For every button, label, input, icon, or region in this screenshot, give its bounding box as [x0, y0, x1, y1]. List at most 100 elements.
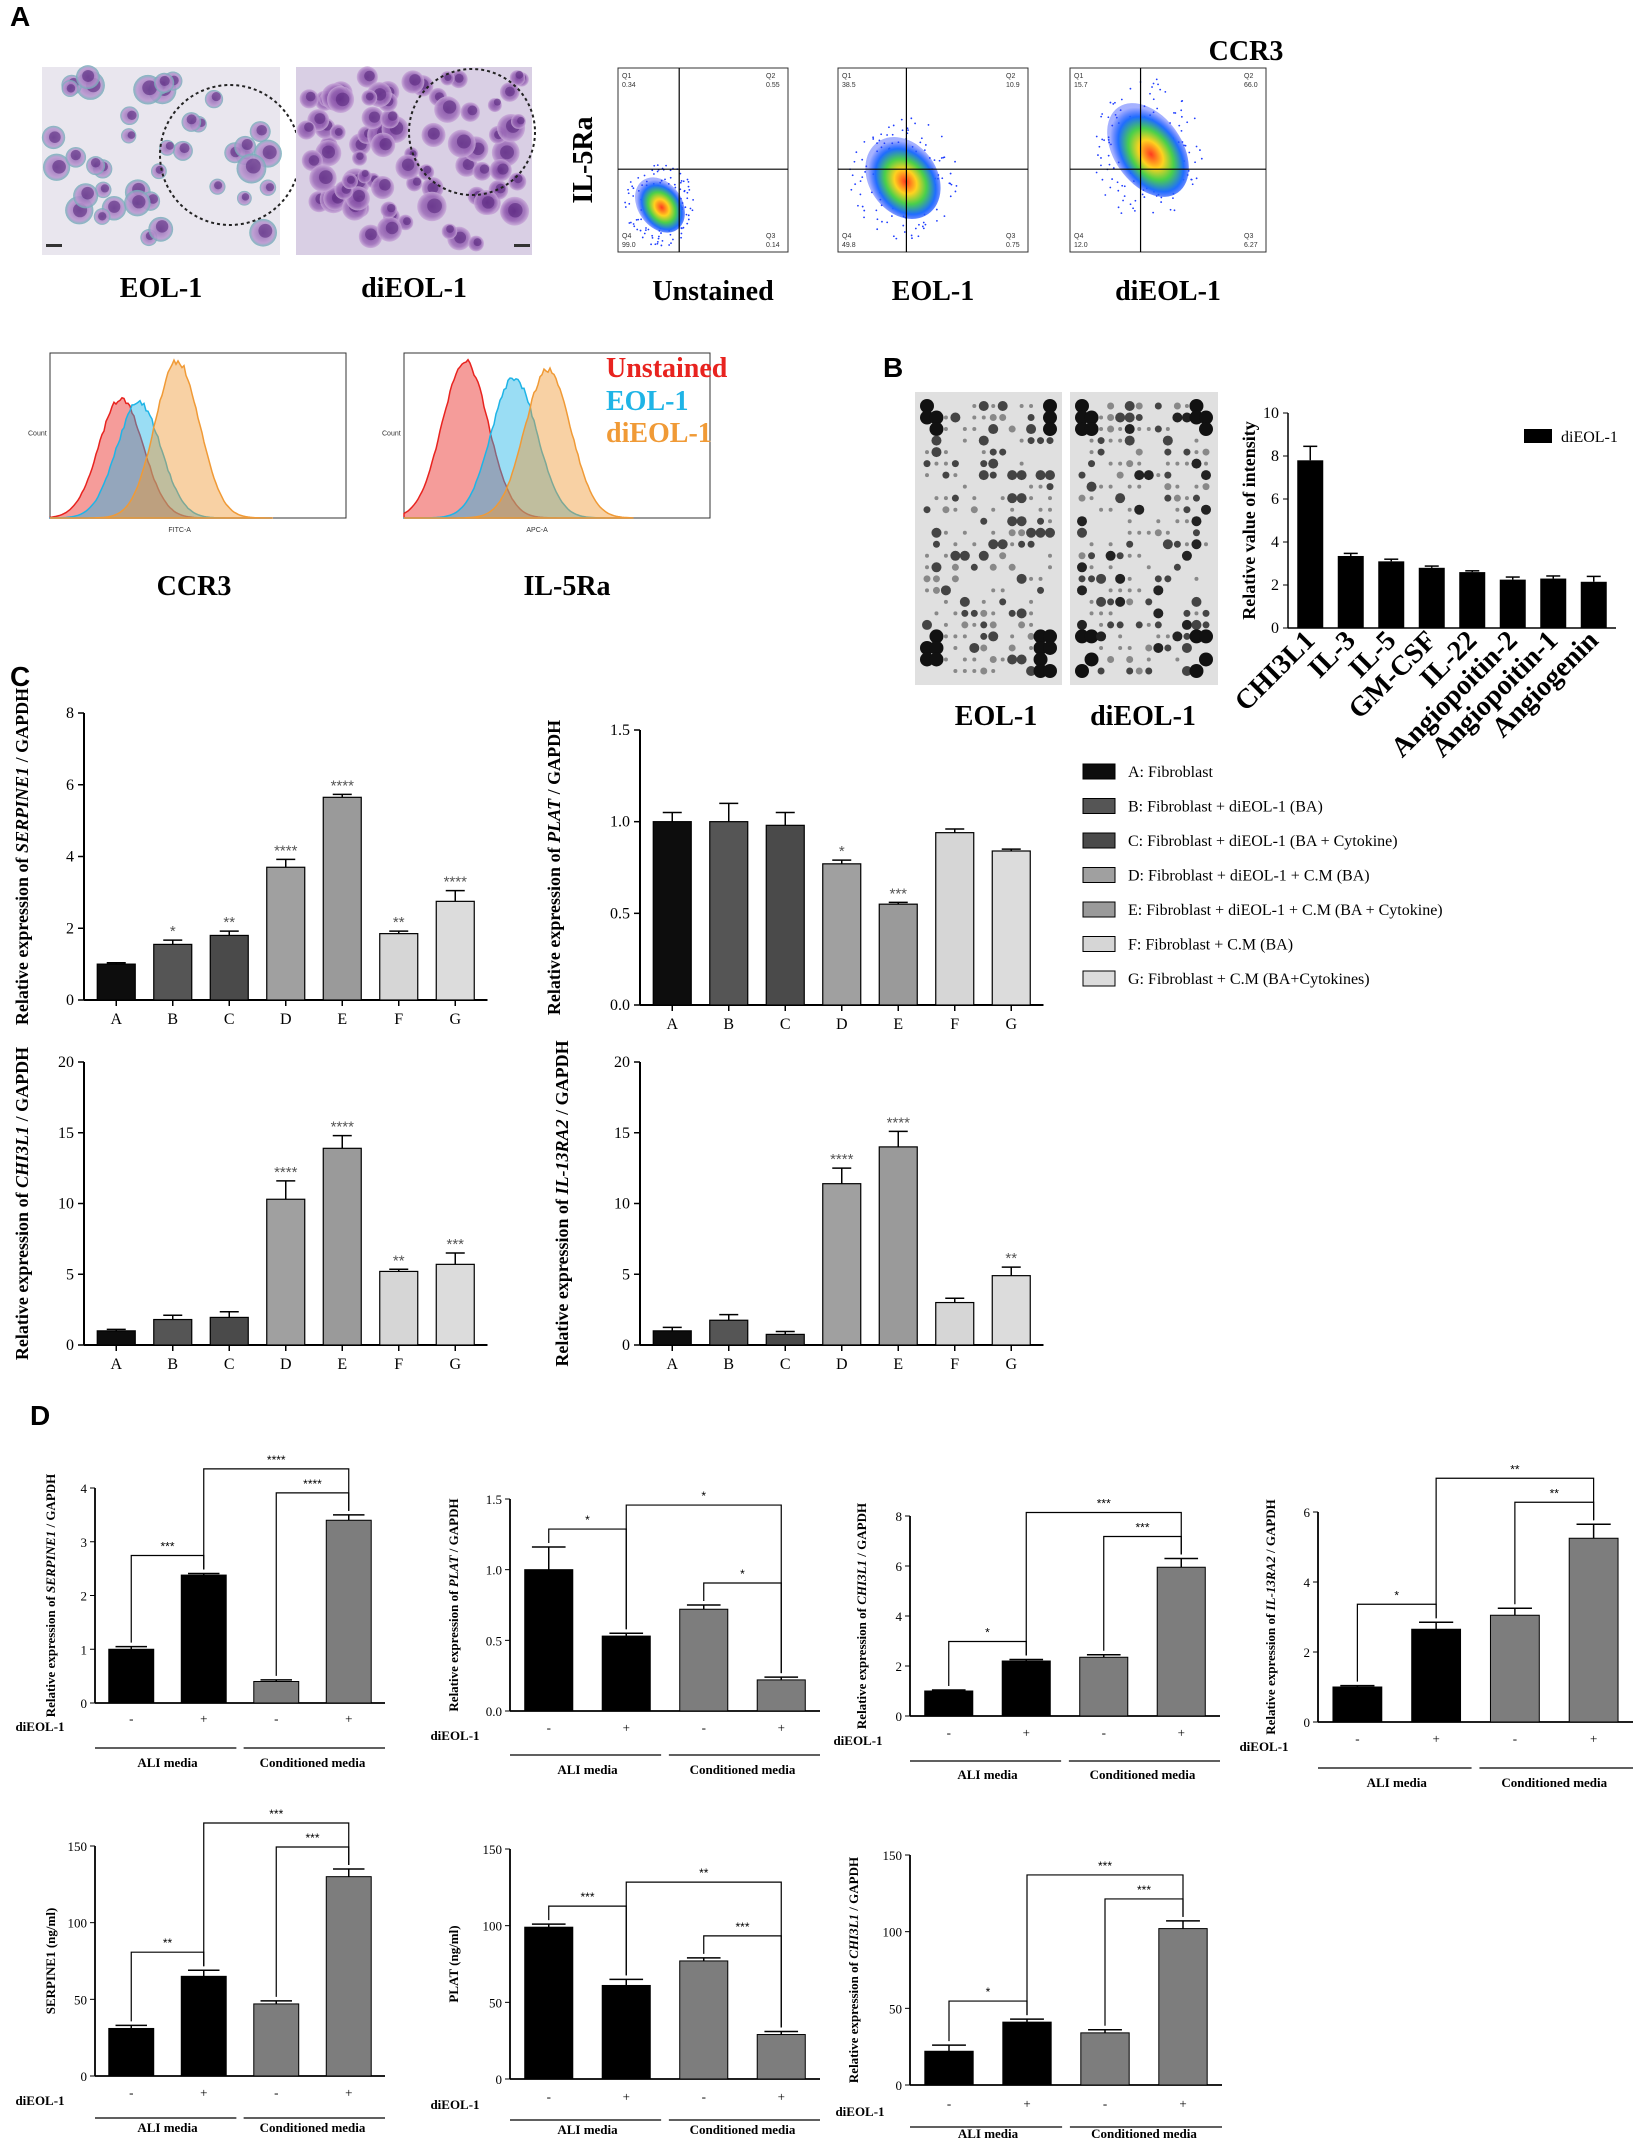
array-spot — [1018, 621, 1026, 629]
array-spot — [978, 550, 989, 561]
array-spot — [1164, 483, 1172, 491]
chart-d-chi3l1: 0 2 4 6 8 - + - + diEOL-1 ALI media Conditioned med… — [833, 1497, 1220, 1782]
y-axis-label-suffix: (ng/ml) — [43, 1908, 58, 1948]
flow-event — [923, 149, 926, 152]
array-spot — [934, 461, 939, 466]
array-spot — [1194, 576, 1199, 581]
array-spot — [934, 496, 939, 501]
cell-nucleus — [444, 73, 452, 81]
y-axis-label-gene: IL-13RA2 — [552, 1115, 572, 1196]
array-spot — [943, 427, 948, 432]
histogram-yaxis-label: Count — [28, 431, 47, 438]
y-axis-label-gene: PLAT — [446, 1552, 461, 1587]
array-spot — [1029, 645, 1034, 650]
y-axis-label-suffix: / GAPDH — [12, 1047, 32, 1123]
x-tick-label: G — [1005, 1356, 1017, 1373]
flow-event — [632, 195, 635, 197]
array-spot — [1164, 448, 1172, 456]
array-spot — [1127, 576, 1132, 581]
y-axis-label-prefix: Relative expression of — [544, 843, 564, 1015]
cell-nucleus — [505, 86, 515, 97]
bar — [709, 1319, 749, 1346]
flow-event — [639, 229, 642, 232]
treatment-sign: + — [778, 1720, 785, 1735]
array-spot — [1181, 412, 1192, 423]
y-axis-label-prefix: Relative expression of — [854, 1605, 869, 1729]
array-spot — [1146, 657, 1151, 662]
array-caption-dieol1: diEOL-1 — [1090, 701, 1196, 732]
array-spot — [931, 435, 942, 446]
array-spot — [1077, 585, 1087, 596]
cell-nucleus — [427, 198, 442, 214]
flow-event — [1190, 178, 1193, 181]
cell-nucleus — [256, 125, 267, 136]
flow-event — [1152, 98, 1155, 101]
bar — [601, 1635, 651, 1712]
array-spot — [929, 629, 944, 644]
significance-label: **** — [887, 1114, 911, 1131]
array-spot — [999, 448, 1007, 456]
y-tick-label: 0 — [496, 2072, 503, 2087]
y-tick-label: 0.5 — [610, 905, 630, 922]
bar — [924, 2050, 974, 2086]
flow-event — [863, 216, 865, 219]
legend-label: diEOL-1 — [1561, 429, 1618, 446]
cell-nucleus — [497, 163, 509, 175]
array-spot — [1007, 493, 1018, 504]
array-spot — [1154, 402, 1162, 410]
y-tick-label: 10 — [1263, 405, 1279, 422]
array-spot — [953, 473, 958, 478]
histogram-legend: Unstained EOL-1 diEOL-1 — [606, 353, 728, 449]
bar — [108, 1648, 155, 1704]
bar — [325, 1519, 372, 1704]
cell-nucleus — [132, 195, 146, 209]
flow-event — [686, 178, 689, 181]
array-spot — [989, 414, 997, 422]
quadrant-value-q1: 0.34 — [622, 82, 636, 89]
array-spot — [1108, 461, 1113, 466]
array-spot — [1045, 470, 1055, 481]
significance-label: *** — [1135, 1521, 1149, 1535]
flow-event — [686, 222, 689, 225]
y-axis-label-prefix: SERPINE1 — [43, 1948, 58, 2014]
x-tick-label: C — [780, 1016, 791, 1033]
array-spot — [1099, 427, 1104, 432]
x-tick-label: B — [167, 1011, 178, 1028]
array-spot — [989, 621, 997, 629]
y-axis-label: Relative expression of CHI3L1 / GAPDH — [12, 1047, 32, 1360]
array-spot — [1191, 596, 1202, 607]
flow-event — [910, 234, 913, 237]
bar — [524, 1926, 574, 2080]
cell-nucleus — [186, 114, 197, 125]
flow-event — [855, 151, 858, 154]
x-tick-label: B — [723, 1016, 734, 1033]
flow-event — [1103, 139, 1105, 142]
group-label: Conditioned media — [1501, 1775, 1607, 1790]
array-spot — [1183, 506, 1191, 514]
array-spot — [1029, 484, 1034, 489]
flow-event — [684, 206, 687, 209]
array-spot — [1189, 664, 1204, 678]
significance-label: *** — [446, 1236, 464, 1253]
bar — [679, 1960, 729, 2080]
array-spot — [1099, 622, 1104, 627]
flow-caption: Unstained — [652, 276, 774, 307]
y-tick-label: 50 — [74, 1992, 87, 2007]
array-spot — [1191, 619, 1202, 630]
bar — [991, 850, 1031, 1006]
array-spot — [989, 655, 997, 663]
array-spot — [1199, 410, 1213, 425]
quadrant-label: Q2 — [766, 73, 775, 80]
flow-event — [954, 160, 956, 163]
treatment-sign: + — [623, 2089, 630, 2104]
array-spot — [1154, 529, 1162, 537]
cell-nucleus — [368, 111, 381, 123]
array-spot — [1126, 460, 1134, 468]
quadrant-label: Q4 — [622, 233, 631, 240]
histogram-caption-il5ra: IL-5Ra — [523, 571, 610, 602]
flow-caption: diEOL-1 — [1115, 276, 1221, 307]
treatment-sign: - — [702, 1720, 706, 1735]
legend-swatch — [1082, 936, 1116, 952]
bar — [1080, 2032, 1130, 2086]
array-spot — [1118, 634, 1123, 639]
